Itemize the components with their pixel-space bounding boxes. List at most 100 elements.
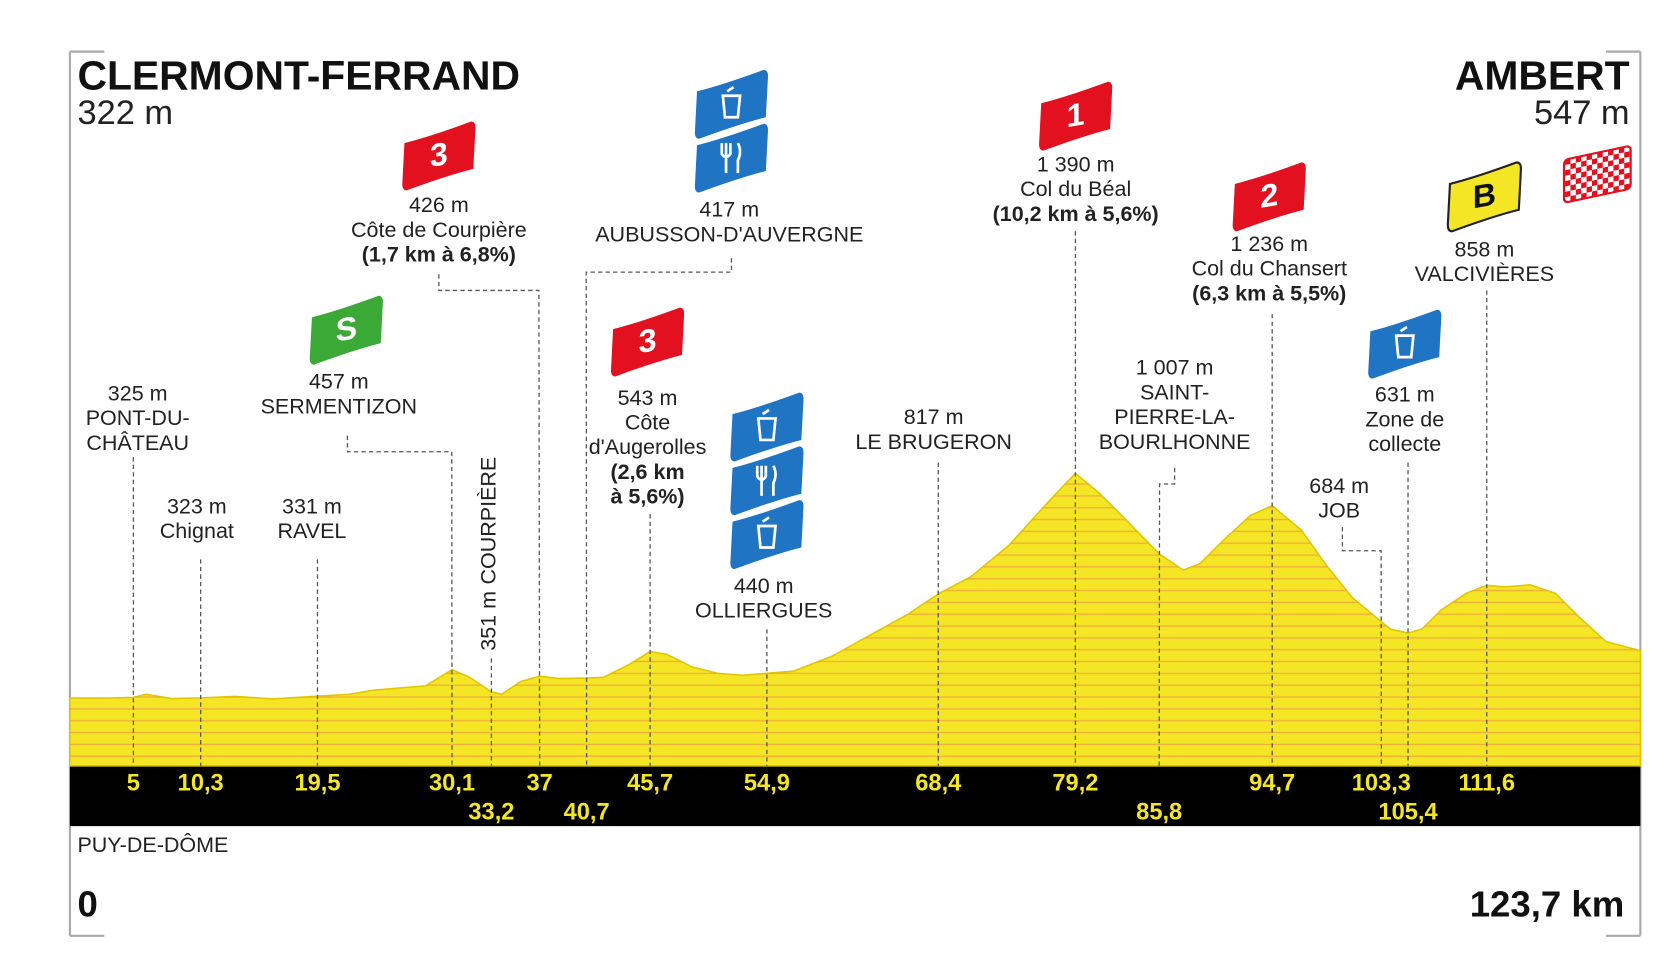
point-name: COURPIÈRE bbox=[475, 457, 500, 585]
point-name: d'Augerolles bbox=[589, 435, 707, 459]
icon-shape bbox=[1368, 309, 1442, 379]
point-name: Chignat bbox=[160, 519, 234, 543]
start-name: CLERMONT-FERRAND bbox=[77, 52, 520, 98]
leader-line bbox=[346, 435, 453, 766]
icon-shape bbox=[694, 123, 769, 193]
point-name: CHÂTEAU bbox=[86, 430, 189, 455]
km-label: 19,5 bbox=[294, 770, 340, 796]
point-name: Col du Chansert bbox=[1192, 257, 1347, 281]
point-elevation: 351 m bbox=[476, 591, 500, 651]
leader-line bbox=[1341, 527, 1383, 766]
km-band bbox=[69, 765, 1641, 827]
point-elevation: 1 390 m bbox=[1037, 152, 1115, 176]
point-elevation: 457 m bbox=[309, 370, 369, 394]
point-elevation: 325 m bbox=[108, 381, 168, 405]
marker-badge: 3 bbox=[610, 307, 685, 377]
point-elevation: 858 m bbox=[1455, 237, 1515, 261]
badge-label: S bbox=[336, 309, 358, 349]
point-elevation: 426 m bbox=[409, 193, 469, 217]
point-elevation: 1 236 m bbox=[1230, 232, 1308, 256]
icon-feed bbox=[694, 123, 769, 193]
km-label: 54,9 bbox=[744, 770, 790, 796]
climb-detail: (6,3 km à 5,5%) bbox=[1192, 281, 1346, 305]
marker-badge: 1 bbox=[1039, 81, 1113, 151]
icon-glyph bbox=[721, 86, 742, 119]
point-name: SERMENTIZON bbox=[261, 394, 417, 418]
finish-elevation: 547 m bbox=[1534, 94, 1630, 132]
point-name: BOURLHONNE bbox=[1099, 430, 1251, 454]
finish-name: AMBERT bbox=[1455, 52, 1630, 98]
km-label: 79,2 bbox=[1052, 770, 1098, 796]
point-elevation: 817 m bbox=[904, 405, 964, 429]
icon-glyph bbox=[720, 142, 742, 174]
leader-line bbox=[585, 258, 733, 766]
climb-detail: (2,6 km bbox=[610, 460, 684, 484]
marker-badge: B bbox=[1446, 161, 1523, 233]
point-elevation: 331 m bbox=[282, 494, 342, 518]
km-label: 40,7 bbox=[564, 799, 610, 825]
icon-feed bbox=[730, 446, 804, 516]
point-name: Côte bbox=[625, 410, 670, 434]
badge-label: 3 bbox=[430, 135, 448, 174]
point-elevation: 631 m bbox=[1375, 383, 1435, 407]
icon-glyph bbox=[755, 465, 777, 496]
km-label: 45,7 bbox=[627, 770, 673, 796]
marker-badge: S bbox=[309, 295, 383, 365]
badge-label: 3 bbox=[639, 321, 657, 360]
icon-shape bbox=[730, 392, 804, 462]
icon-waste bbox=[730, 392, 804, 462]
point-name: collecte bbox=[1368, 432, 1441, 456]
badge-shape bbox=[309, 295, 383, 365]
point-name: RAVEL bbox=[277, 519, 346, 543]
marker-badge: 2 bbox=[1232, 162, 1306, 232]
km-label: 85,8 bbox=[1136, 799, 1182, 825]
leader-line bbox=[1158, 467, 1176, 766]
badge-shape bbox=[610, 307, 685, 377]
climb-detail: à 5,6%) bbox=[610, 485, 684, 509]
point-name: Zone de bbox=[1365, 407, 1444, 431]
point-name: JOB bbox=[1318, 499, 1360, 523]
point-name: SAINT- bbox=[1140, 380, 1209, 404]
point-elevation: 1 007 m bbox=[1136, 356, 1214, 380]
icon-waste bbox=[694, 69, 769, 139]
point-elevation: 323 m bbox=[167, 494, 227, 518]
point-name: AUBUSSON-D'AUVERGNE bbox=[595, 222, 863, 246]
icon-glyph bbox=[1394, 325, 1415, 359]
point-name: PONT-DU- bbox=[86, 406, 190, 430]
km-label: 68,4 bbox=[915, 770, 962, 796]
badge-label: B bbox=[1473, 176, 1496, 216]
icon-glyph bbox=[756, 408, 778, 442]
km-label: 5 bbox=[127, 770, 140, 796]
badge-shape bbox=[1039, 81, 1113, 151]
point-name: Côte de Courpière bbox=[351, 218, 527, 242]
icon-waste bbox=[730, 500, 804, 570]
climb-detail: (10,2 km à 5,6%) bbox=[993, 202, 1159, 226]
point-elevation: 440 m bbox=[734, 574, 794, 598]
km-label: 94,7 bbox=[1249, 770, 1295, 796]
x-tick-label: 123,7 km bbox=[1470, 883, 1624, 924]
climb-detail: (1,7 km à 6,8%) bbox=[362, 243, 516, 267]
point-name: OLLIERGUES bbox=[695, 599, 832, 623]
km-label: 30,1 bbox=[429, 770, 475, 796]
point-name: LE BRUGERON bbox=[855, 430, 1012, 454]
start-elevation: 322 m bbox=[77, 94, 173, 132]
point-name: VALCIVIÈRES bbox=[1415, 261, 1554, 286]
finish-flag bbox=[1562, 145, 1632, 204]
badge-shape bbox=[1446, 161, 1523, 233]
point-elevation: 684 m bbox=[1309, 474, 1369, 498]
point-label: 351 m COURPIÈRE bbox=[475, 457, 500, 651]
region: PUY-DE-DÔME bbox=[77, 832, 228, 857]
marker-badge: 3 bbox=[402, 121, 476, 191]
leader-line bbox=[438, 274, 541, 766]
icon-shape bbox=[694, 69, 769, 139]
km-label: 37 bbox=[526, 770, 552, 796]
km-label: 111,6 bbox=[1458, 770, 1515, 796]
badge-label: 2 bbox=[1260, 176, 1278, 215]
point-elevation: 543 m bbox=[618, 386, 678, 410]
profile-stripes bbox=[69, 473, 1641, 766]
icon-shape bbox=[730, 500, 804, 570]
km-label: 105,4 bbox=[1378, 799, 1438, 825]
icon-shape bbox=[730, 446, 804, 516]
point-elevation: 417 m bbox=[699, 198, 759, 222]
